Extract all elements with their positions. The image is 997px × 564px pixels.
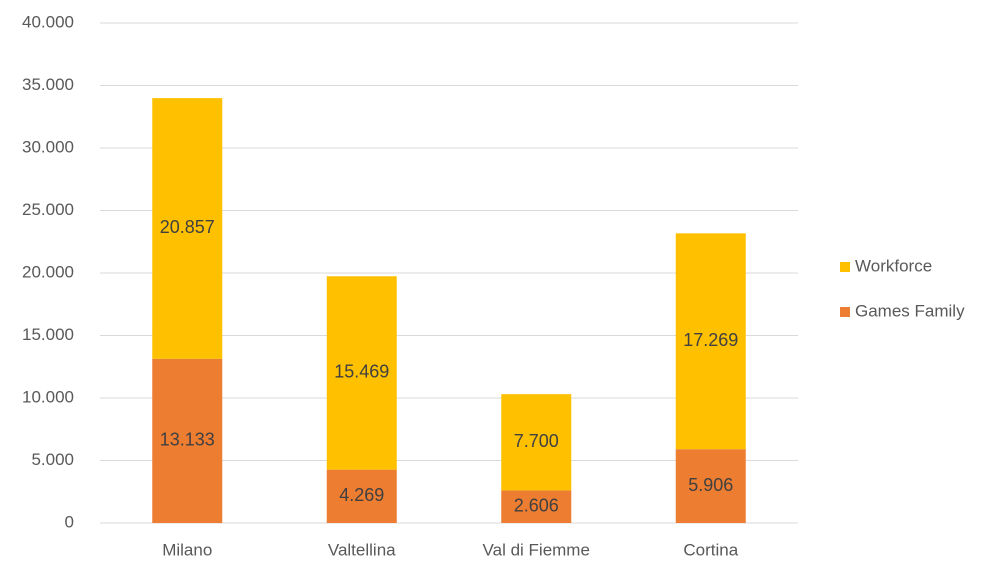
legend-label: Games Family <box>855 301 965 320</box>
y-tick-label: 25.000 <box>22 200 74 219</box>
y-tick-label: 20.000 <box>22 262 74 281</box>
legend-label: Workforce <box>855 256 932 275</box>
data-label: 2.606 <box>514 495 559 515</box>
bar-segment <box>501 490 572 523</box>
x-tick-label: Milano <box>162 540 212 559</box>
data-label: 4.269 <box>339 485 384 505</box>
legend-swatch <box>840 262 850 272</box>
y-tick-label: 5.000 <box>31 450 74 469</box>
x-tick-label: Cortina <box>683 540 738 559</box>
bar-segment <box>501 394 572 491</box>
bar-segment <box>326 276 397 470</box>
x-tick-label: Val di Fiemme <box>483 540 590 559</box>
y-tick-label: 15.000 <box>22 325 74 344</box>
data-label: 15.469 <box>334 362 389 382</box>
data-label: 20.857 <box>160 217 215 237</box>
y-tick-label: 30.000 <box>22 137 74 156</box>
data-label: 13.133 <box>160 430 215 450</box>
bar-segment <box>675 449 746 523</box>
bar-segment <box>675 233 746 450</box>
y-tick-label: 35.000 <box>22 75 74 94</box>
bar-segment <box>152 358 223 523</box>
data-label: 7.700 <box>514 431 559 451</box>
y-tick-label: 0 <box>65 512 74 531</box>
y-tick-label: 10.000 <box>22 387 74 406</box>
data-label: 5.906 <box>688 475 733 495</box>
data-label: 17.269 <box>683 330 738 350</box>
bar-segment <box>326 469 397 523</box>
x-tick-label: Valtellina <box>328 540 396 559</box>
legend-swatch <box>840 307 850 317</box>
bar-segment <box>152 98 223 359</box>
y-tick-label: 40.000 <box>22 12 74 31</box>
